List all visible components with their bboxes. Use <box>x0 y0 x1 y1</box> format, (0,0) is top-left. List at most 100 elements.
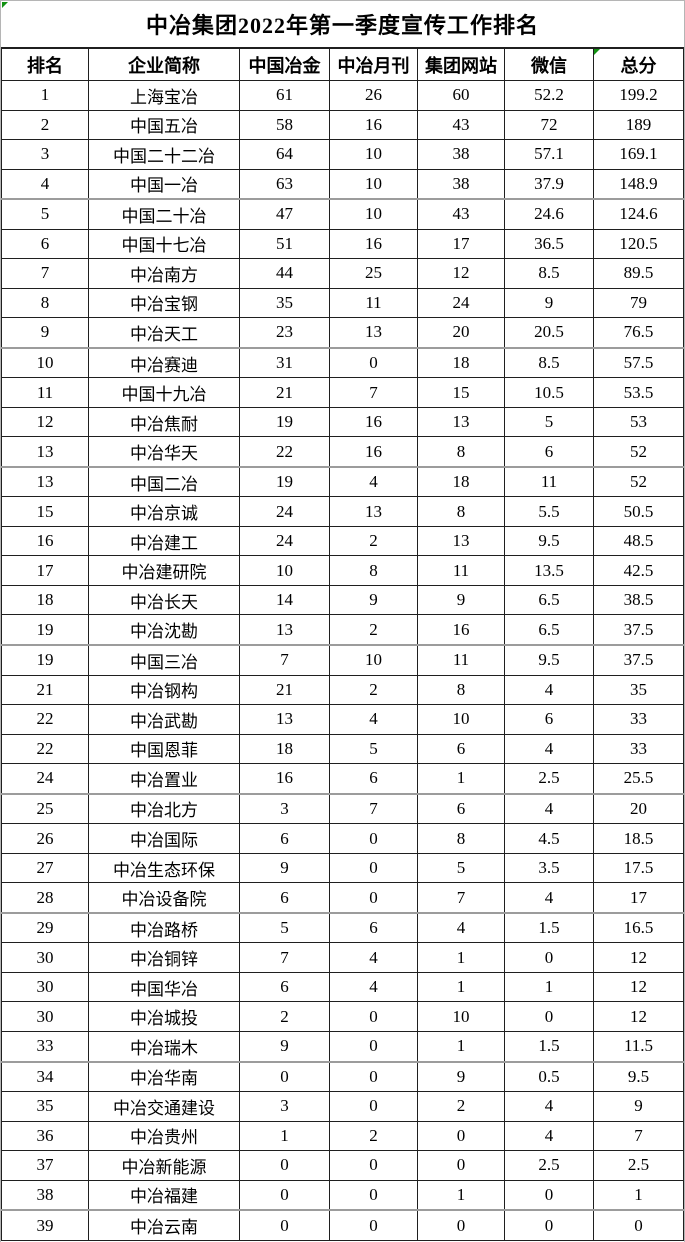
cell-total-score[interactable]: 17.5 <box>593 852 684 884</box>
cell-rank[interactable]: 30 <box>1 1001 89 1032</box>
cell-mcc-monthly[interactable]: 13 <box>329 496 418 527</box>
cell-total-score[interactable]: 189 <box>593 109 684 140</box>
cell-china-metallurgy[interactable]: 58 <box>239 109 330 140</box>
cell-china-metallurgy[interactable]: 0 <box>239 1209 330 1242</box>
cell-company[interactable]: 中冶建研院 <box>88 555 240 586</box>
cell-wechat[interactable]: 8.5 <box>504 347 594 379</box>
cell-rank[interactable]: 24 <box>1 763 89 795</box>
cell-company[interactable]: 中冶设备院 <box>88 882 240 914</box>
cell-rank[interactable]: 1 <box>1 80 89 111</box>
cell-group-website[interactable]: 18 <box>417 466 505 498</box>
cell-group-website[interactable]: 16 <box>417 614 505 647</box>
cell-group-website[interactable]: 43 <box>417 198 505 230</box>
cell-china-metallurgy[interactable]: 7 <box>239 942 330 973</box>
cell-rank[interactable]: 8 <box>1 287 89 319</box>
cell-wechat[interactable]: 1 <box>504 971 594 1003</box>
cell-total-score[interactable]: 38.5 <box>593 584 684 616</box>
cell-china-metallurgy[interactable]: 6 <box>239 971 330 1003</box>
cell-group-website[interactable]: 0 <box>417 1209 505 1242</box>
cell-rank[interactable]: 16 <box>1 525 89 557</box>
cell-group-website[interactable]: 8 <box>417 674 505 706</box>
cell-company[interactable]: 中冶福建 <box>88 1179 240 1212</box>
cell-wechat[interactable]: 0.5 <box>504 1061 594 1093</box>
cell-rank[interactable]: 27 <box>1 852 89 884</box>
cell-total-score[interactable]: 57.5 <box>593 347 684 379</box>
cell-china-metallurgy[interactable]: 18 <box>239 733 330 765</box>
cell-company[interactable]: 中冶建工 <box>88 525 240 557</box>
cell-total-score[interactable]: 53.5 <box>593 377 684 408</box>
cell-wechat[interactable]: 13.5 <box>504 555 594 586</box>
cell-wechat[interactable]: 2.5 <box>504 763 594 795</box>
cell-mcc-monthly[interactable]: 2 <box>329 674 418 706</box>
cell-total-score[interactable]: 52 <box>593 466 684 498</box>
cell-wechat[interactable]: 1.5 <box>504 912 594 944</box>
cell-rank[interactable]: 5 <box>1 198 89 230</box>
cell-company[interactable]: 中冶华天 <box>88 436 240 468</box>
cell-china-metallurgy[interactable]: 13 <box>239 614 330 647</box>
cell-mcc-monthly[interactable]: 4 <box>329 466 418 498</box>
cell-group-website[interactable]: 0 <box>417 1150 505 1181</box>
cell-china-metallurgy[interactable]: 10 <box>239 555 330 586</box>
cell-total-score[interactable]: 53 <box>593 406 684 438</box>
cell-china-metallurgy[interactable]: 21 <box>239 377 330 408</box>
cell-group-website[interactable]: 17 <box>417 228 505 260</box>
cell-total-score[interactable]: 12 <box>593 1001 684 1032</box>
column-header-wechat[interactable]: 微信 <box>504 47 594 81</box>
cell-rank[interactable]: 15 <box>1 496 89 527</box>
cell-company[interactable]: 中冶交通建设 <box>88 1091 240 1122</box>
cell-china-metallurgy[interactable]: 2 <box>239 1001 330 1032</box>
cell-china-metallurgy[interactable]: 5 <box>239 912 330 944</box>
cell-company[interactable]: 中冶宝钢 <box>88 287 240 319</box>
cell-rank[interactable]: 11 <box>1 377 89 408</box>
cell-group-website[interactable]: 9 <box>417 1061 505 1093</box>
cell-china-metallurgy[interactable]: 19 <box>239 406 330 438</box>
cell-mcc-monthly[interactable]: 0 <box>329 882 418 914</box>
cell-rank[interactable]: 10 <box>1 347 89 379</box>
cell-china-metallurgy[interactable]: 6 <box>239 823 330 854</box>
cell-group-website[interactable]: 9 <box>417 584 505 616</box>
cell-wechat[interactable]: 9 <box>504 287 594 319</box>
cell-mcc-monthly[interactable]: 5 <box>329 733 418 765</box>
cell-rank[interactable]: 30 <box>1 971 89 1003</box>
cell-total-score[interactable]: 50.5 <box>593 496 684 527</box>
cell-group-website[interactable]: 24 <box>417 287 505 319</box>
cell-mcc-monthly[interactable]: 4 <box>329 971 418 1003</box>
cell-mcc-monthly[interactable]: 2 <box>329 1120 418 1152</box>
cell-china-metallurgy[interactable]: 9 <box>239 852 330 884</box>
cell-company[interactable]: 中冶铜锌 <box>88 942 240 973</box>
cell-total-score[interactable]: 52 <box>593 436 684 468</box>
cell-total-score[interactable]: 12 <box>593 971 684 1003</box>
cell-group-website[interactable]: 15 <box>417 377 505 408</box>
column-header-china-metallurgy[interactable]: 中国冶金 <box>239 47 330 81</box>
cell-china-metallurgy[interactable]: 0 <box>239 1061 330 1093</box>
cell-china-metallurgy[interactable]: 23 <box>239 317 330 349</box>
cell-china-metallurgy[interactable]: 3 <box>239 793 330 825</box>
cell-china-metallurgy[interactable]: 0 <box>239 1150 330 1181</box>
cell-group-website[interactable]: 8 <box>417 823 505 854</box>
cell-china-metallurgy[interactable]: 35 <box>239 287 330 319</box>
cell-total-score[interactable]: 199.2 <box>593 80 684 111</box>
cell-rank[interactable]: 22 <box>1 733 89 765</box>
cell-company[interactable]: 中冶北方 <box>88 793 240 825</box>
cell-wechat[interactable]: 4 <box>504 882 594 914</box>
cell-group-website[interactable]: 43 <box>417 109 505 140</box>
cell-total-score[interactable]: 33 <box>593 704 684 735</box>
cell-wechat[interactable]: 4 <box>504 674 594 706</box>
cell-company[interactable]: 中国三冶 <box>88 644 240 676</box>
cell-rank[interactable]: 2 <box>1 109 89 140</box>
cell-total-score[interactable]: 37.5 <box>593 644 684 676</box>
cell-mcc-monthly[interactable]: 0 <box>329 1061 418 1093</box>
cell-group-website[interactable]: 1 <box>417 1179 505 1212</box>
cell-mcc-monthly[interactable]: 10 <box>329 139 418 170</box>
cell-wechat[interactable]: 37.9 <box>504 168 594 201</box>
cell-rank[interactable]: 33 <box>1 1030 89 1063</box>
cell-wechat[interactable]: 0 <box>504 942 594 973</box>
cell-total-score[interactable]: 79 <box>593 287 684 319</box>
cell-mcc-monthly[interactable]: 0 <box>329 1209 418 1242</box>
title-cell[interactable]: 中冶集团2022年第一季度宣传工作排名 <box>1 1 684 47</box>
cell-group-website[interactable]: 60 <box>417 80 505 111</box>
cell-china-metallurgy[interactable]: 22 <box>239 436 330 468</box>
cell-wechat[interactable]: 2.5 <box>504 1150 594 1181</box>
cell-china-metallurgy[interactable]: 51 <box>239 228 330 260</box>
cell-total-score[interactable]: 124.6 <box>593 198 684 230</box>
